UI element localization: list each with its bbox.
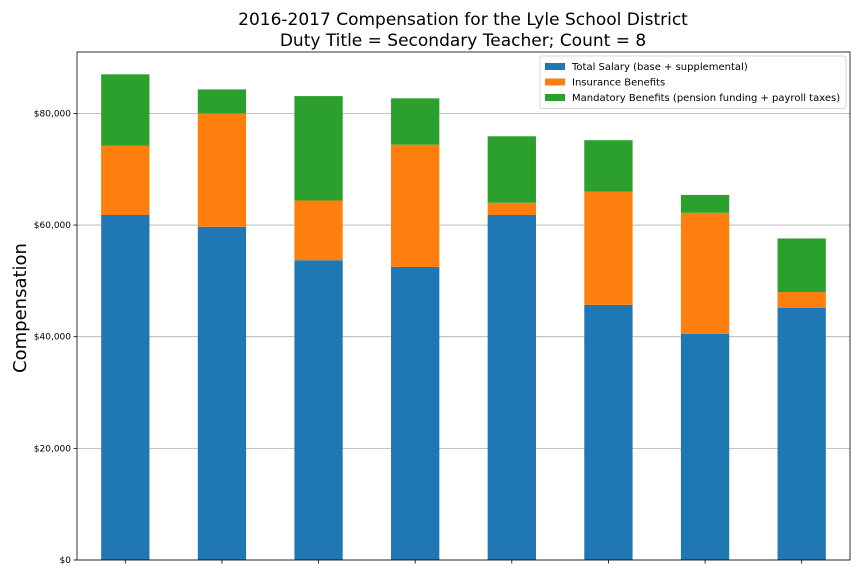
y-tick-label: $60,000 <box>34 221 71 231</box>
y-tick-label: $40,000 <box>34 333 71 343</box>
bar-segment-3 <box>197 89 247 114</box>
bar-segment-1 <box>680 333 730 560</box>
bar-segment-3 <box>101 74 150 146</box>
bar-segment-2 <box>777 292 826 308</box>
plot-frame <box>76 51 851 561</box>
bar-segment-2 <box>680 212 730 334</box>
legend-swatch <box>545 63 565 70</box>
y-axis-label: Compensation <box>10 243 31 373</box>
bar-segment-1 <box>584 304 633 560</box>
bar-segment-2 <box>197 113 247 227</box>
chart-subtitle: Duty Title = Secondary Teacher; Count = … <box>280 31 646 51</box>
bar-segment-1 <box>777 307 826 560</box>
bar-segment-1 <box>391 266 440 560</box>
y-tick-label: $80,000 <box>34 109 71 119</box>
bar-segment-3 <box>777 238 826 293</box>
bars <box>101 74 826 560</box>
bar-segment-1 <box>197 226 247 560</box>
y-tick-label: $0 <box>60 556 72 566</box>
bar-segment-1 <box>487 215 536 560</box>
bar-segment-2 <box>487 202 536 216</box>
y-tick-label: $20,000 <box>34 444 71 454</box>
bar-segment-2 <box>391 144 440 267</box>
legend-label: Insurance Benefits <box>572 78 665 89</box>
bar-segment-3 <box>584 140 633 192</box>
bar-segment-3 <box>680 194 730 213</box>
bar-segment-2 <box>584 191 633 305</box>
legend-box <box>539 55 847 109</box>
legend-label: Total Salary (base + supplemental) <box>571 62 748 73</box>
legend: Total Salary (base + supplemental) Insura… <box>539 55 847 109</box>
legend-swatch <box>545 78 565 86</box>
bar-segment-1 <box>294 260 343 560</box>
bar-segment-1 <box>101 215 150 560</box>
bar-segment-2 <box>101 145 150 216</box>
legend-swatch <box>545 94 565 101</box>
axes: $0 $20,000 $40,000 $60,000 $80,000 <box>34 51 851 566</box>
bar-segment-3 <box>487 136 536 203</box>
chart-title: 2016-2017 Compensation for the Lyle Scho… <box>238 10 688 30</box>
gridlines <box>77 113 850 561</box>
bar-segment-3 <box>391 98 440 145</box>
bar-segment-3 <box>294 96 343 201</box>
bar-segment-2 <box>294 200 343 261</box>
legend-label: Mandatory Benefits (pension funding + pa… <box>572 93 840 104</box>
